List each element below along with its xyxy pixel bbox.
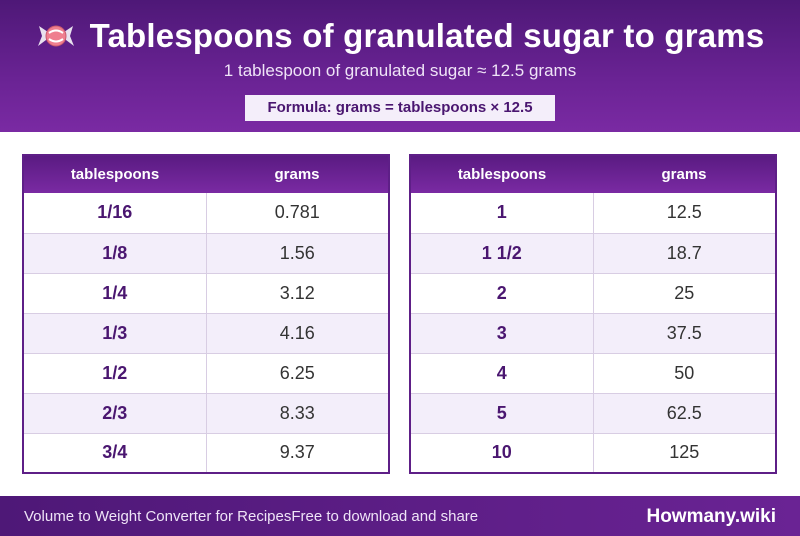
- grams-cell: 0.781: [274, 202, 320, 223]
- table-row: 1/8 1.56: [23, 232, 389, 273]
- tablespoons-cell: 4: [410, 352, 594, 393]
- table-row: 1/2 6.25: [23, 352, 389, 393]
- footer: Volume to Weight Converter for RecipesFr…: [0, 496, 800, 536]
- column-header-grams: grams: [206, 155, 389, 193]
- tablespoons-cell: 1: [410, 193, 594, 233]
- column-header-tablespoons: tablespoons: [410, 155, 593, 193]
- conversion-table-left: tablespoons grams 1/16 0.781 1/8 1.56 1/…: [22, 154, 390, 474]
- table-row: 3 37.5: [410, 312, 776, 353]
- tablespoons-cell: 3/4: [23, 432, 207, 473]
- tablespoons-cell: 1/2: [23, 352, 207, 393]
- grams-cell: 4.16: [206, 312, 389, 353]
- grams-cell: 3.12: [206, 272, 389, 313]
- table-row: 2/3 8.33: [23, 392, 389, 433]
- grams-cell: 9.37: [206, 432, 389, 473]
- tablespoons-cell: 1/8: [23, 232, 207, 273]
- table-row: 1 12.5: [410, 193, 776, 233]
- table-row: 1/16 0.781: [23, 193, 389, 233]
- table-row: 2 25: [410, 272, 776, 313]
- grams-cell: 12.5: [666, 202, 702, 223]
- title-row: Tablespoons of granulated sugar to grams: [0, 14, 800, 58]
- table-row: 4 50: [410, 352, 776, 393]
- tablespoons-cell: 10: [410, 432, 594, 473]
- grams-cell: 37.5: [593, 312, 776, 353]
- page-title: Tablespoons of granulated sugar to grams: [89, 17, 765, 54]
- grams-cell: 125: [593, 432, 776, 473]
- table-row: 1/3 4.16: [23, 312, 389, 353]
- grams-cell: 8.33: [206, 392, 389, 433]
- tablespoons-cell: 3: [410, 312, 594, 353]
- grams-cell: 62.5: [593, 392, 776, 433]
- tablespoons-cell: 2/3: [23, 392, 207, 433]
- table-row: 10 125: [410, 432, 776, 473]
- grams-cell: 50: [593, 352, 776, 393]
- table-row: 3/4 9.37: [23, 432, 389, 473]
- table-header-row: tablespoons grams: [410, 155, 776, 193]
- column-header-tablespoons: tablespoons: [23, 155, 206, 193]
- candy-icon: [37, 25, 74, 47]
- grams-cell: 1.56: [206, 232, 389, 273]
- grams-cell: 6.25: [206, 352, 389, 393]
- tablespoons-cell: 1/4: [23, 272, 207, 313]
- tablespoons-cell: 2: [410, 272, 594, 313]
- formula-badge: Formula: grams = tablespoons × 12.5: [245, 95, 555, 121]
- tablespoons-cell: 1 1/2: [410, 232, 594, 273]
- grams-cell: 25: [593, 272, 776, 313]
- footer-tagline: Volume to Weight Converter for RecipesFr…: [24, 508, 479, 525]
- tablespoons-cell: 1/16: [23, 193, 207, 233]
- column-header-grams: grams: [593, 155, 776, 193]
- tablespoons-cell: 5: [410, 392, 594, 433]
- table-row: 1 1/2 18.7: [410, 232, 776, 273]
- table-row: 5 62.5: [410, 392, 776, 433]
- grams-cell: 18.7: [593, 232, 776, 273]
- table-row: 1/4 3.12: [23, 272, 389, 313]
- table-header-row: tablespoons grams: [23, 155, 389, 193]
- footer-brand-link[interactable]: Howmany.wiki: [646, 506, 776, 527]
- conversion-table-right: tablespoons grams 1 12.5 1 1/2 18.7 2 25…: [409, 154, 777, 474]
- page-subtitle: 1 tablespoon of granulated sugar ≈ 12.5 …: [223, 61, 577, 80]
- tablespoons-cell: 1/3: [23, 312, 207, 353]
- header: Tablespoons of granulated sugar to grams…: [0, 0, 800, 132]
